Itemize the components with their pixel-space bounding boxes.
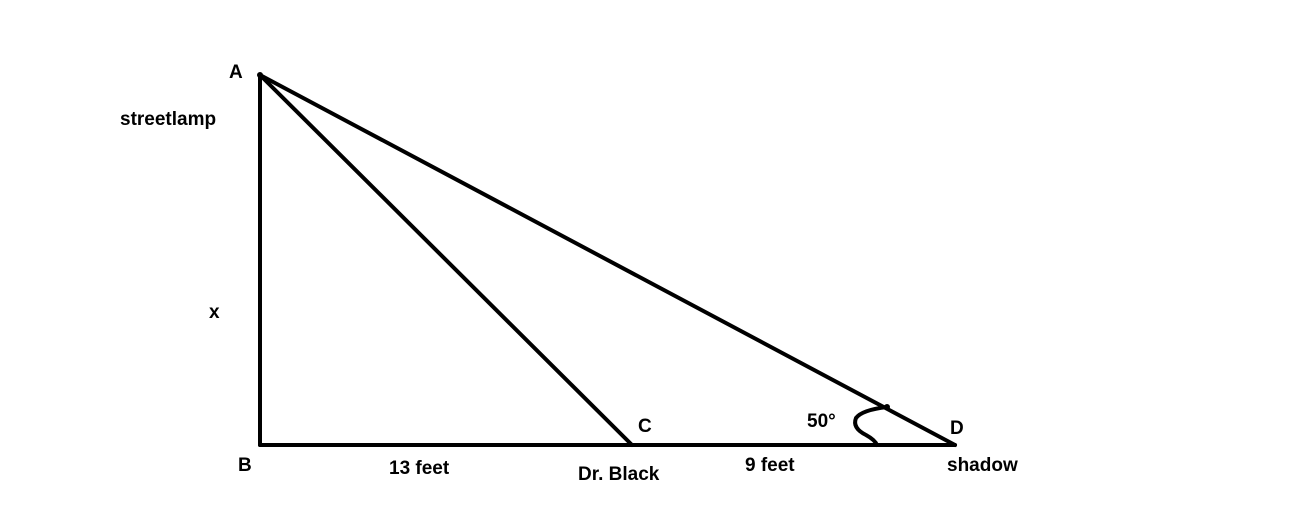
- label-angle: 50°: [807, 411, 836, 432]
- label-cd-length: 9 feet: [745, 455, 795, 476]
- label-person: Dr. Black: [578, 464, 660, 485]
- label-height-x: x: [209, 302, 220, 323]
- label-point-b: B: [238, 455, 252, 476]
- vertex-a-dot: [257, 72, 263, 78]
- angle-arc-d: [853, 405, 889, 447]
- segment-ac: [258, 73, 634, 447]
- label-point-d: D: [950, 418, 964, 439]
- segment-ad: [258, 73, 957, 447]
- label-point-c: C: [638, 416, 652, 437]
- arc-end-dot: [884, 404, 890, 410]
- label-streetlamp: streetlamp: [120, 109, 216, 130]
- label-point-a: A: [229, 62, 243, 83]
- label-shadow: shadow: [947, 455, 1018, 476]
- label-bc-length: 13 feet: [389, 458, 450, 479]
